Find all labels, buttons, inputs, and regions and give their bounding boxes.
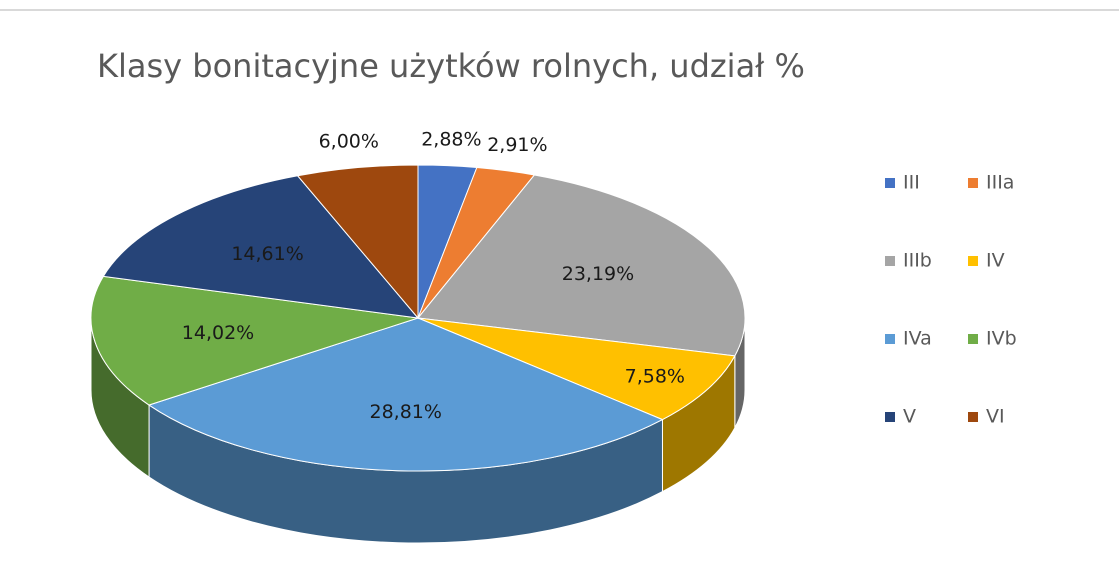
legend-swatch xyxy=(885,256,895,266)
legend-label: III xyxy=(903,172,920,194)
data-label: 7,58% xyxy=(625,365,685,387)
legend-label: IIIb xyxy=(903,250,932,272)
pie-slice xyxy=(417,317,736,421)
pie-slice xyxy=(296,164,419,320)
data-label: 28,81% xyxy=(369,401,441,423)
legend-label: VI xyxy=(986,406,1005,428)
chart-title: Klasy bonitacyjne użytków rolnych, udzia… xyxy=(97,47,805,85)
legend-swatch xyxy=(885,412,895,422)
legend-swatch xyxy=(885,178,895,188)
data-label: 6,00% xyxy=(319,131,379,153)
pie-slice xyxy=(147,317,664,472)
pie-slice xyxy=(102,175,420,319)
legend-swatch xyxy=(968,178,978,188)
legend-label: IVa xyxy=(903,328,932,350)
legend-swatch xyxy=(885,334,895,344)
legend-swatch xyxy=(968,256,978,266)
legend-swatch xyxy=(968,412,978,422)
pie-slice xyxy=(90,275,419,406)
data-label: 23,19% xyxy=(562,263,634,285)
pie-slice xyxy=(417,174,746,357)
legend-label: IIIa xyxy=(986,172,1014,194)
legend-label: IV xyxy=(986,250,1005,272)
legend-swatch xyxy=(968,334,978,344)
data-label: 14,02% xyxy=(182,322,254,344)
legend-label: V xyxy=(903,406,916,428)
data-label: 14,61% xyxy=(231,243,303,265)
data-label: 2,88% xyxy=(421,128,481,150)
legend-label: IVb xyxy=(986,328,1017,350)
data-label: 2,91% xyxy=(487,134,547,156)
